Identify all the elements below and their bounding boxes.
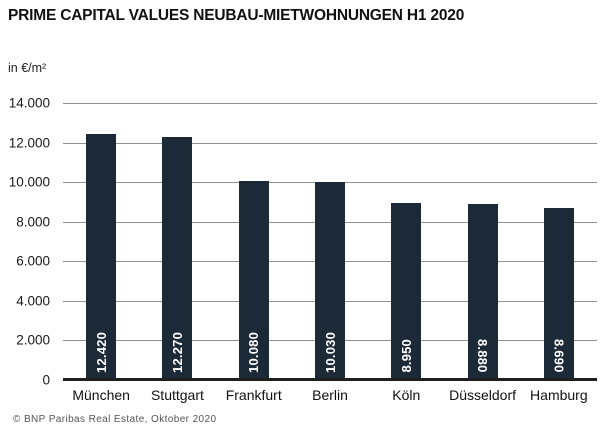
bar-value-label: 12.420 xyxy=(93,332,109,373)
bar-frankfurt: 10.080 xyxy=(238,180,269,380)
bar-düsseldorf: 8.880 xyxy=(467,204,498,380)
bar-value-label: 8.950 xyxy=(398,339,414,373)
x-category-label: Düsseldorf xyxy=(449,387,517,403)
x-category-label: Hamburg xyxy=(530,387,588,403)
y-axis-unit-label: in €/m² xyxy=(8,61,47,75)
x-category-label: Köln xyxy=(392,387,421,403)
bar-value-label: 8.690 xyxy=(551,339,567,373)
y-tick-label: 6.000 xyxy=(16,253,50,269)
y-axis-tick-labels: 0 2.000 4.000 6.000 8.000 10.000 12.000 14.000 xyxy=(0,96,50,386)
plot-area: 12.420 12.270 10.080 10.030 8.950 8.880 8.690 xyxy=(63,103,597,380)
bar-value-label: 12.270 xyxy=(169,332,185,373)
y-tick-label: 12.000 xyxy=(8,134,50,150)
y-tick-label: 0 xyxy=(42,372,50,388)
y-tick-label: 2.000 xyxy=(16,332,50,348)
x-category-label: Berlin xyxy=(312,387,348,403)
bar-value-label: 8.880 xyxy=(475,339,491,373)
y-tick-label: 8.000 xyxy=(16,213,50,229)
y-tick-label: 14.000 xyxy=(8,95,50,111)
source-credit: © BNP Paribas Real Estate, Oktober 2020 xyxy=(13,414,217,425)
y-tick-label: 4.000 xyxy=(16,293,50,309)
x-category-label: Frankfurt xyxy=(225,387,282,403)
bar-value-label: 10.080 xyxy=(246,332,262,373)
x-category-label: Stuttgart xyxy=(150,387,204,403)
bar-hamburg: 8.690 xyxy=(543,208,574,380)
bar-köln: 8.950 xyxy=(391,202,422,380)
gridline xyxy=(63,142,597,144)
gridline xyxy=(63,103,597,104)
bar-berlin: 10.030 xyxy=(315,181,345,380)
x-axis-line xyxy=(63,378,597,381)
bar-münchen: 12.420 xyxy=(86,134,117,380)
bar-value-label: 10.030 xyxy=(322,332,338,373)
chart-title: PRIME CAPITAL VALUES NEUBAU-MIETWOHNUNGE… xyxy=(8,7,465,24)
bar-stuttgart: 12.270 xyxy=(162,137,193,380)
y-tick-label: 10.000 xyxy=(8,174,50,190)
x-category-label: München xyxy=(72,387,130,403)
x-axis-category-labels: München Stuttgart Frankfurt Berlin Köln Düsse… xyxy=(63,387,597,405)
